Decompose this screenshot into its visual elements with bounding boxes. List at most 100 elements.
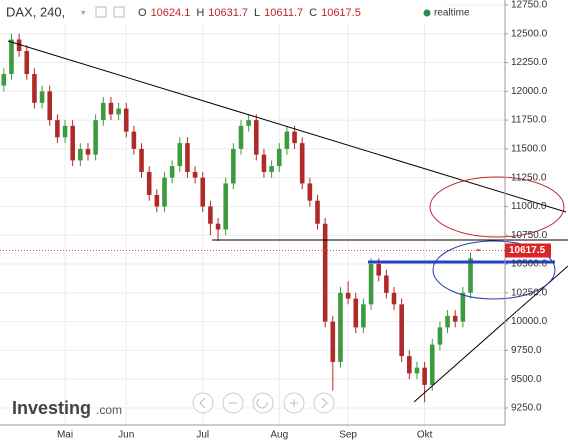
candle-body (100, 102, 106, 121)
y-tick-label: 12000.0 (511, 86, 548, 97)
y-tick-label: 10000.0 (511, 316, 548, 327)
candle-body (47, 91, 53, 121)
candle-body (261, 154, 267, 172)
candle-body (292, 131, 297, 144)
y-tick-label: 11000.0 (511, 201, 547, 212)
logo: Investing (12, 398, 91, 418)
highlight-ellipse (432, 240, 556, 300)
zoom-controls (192, 392, 335, 414)
candle-body (414, 367, 420, 374)
candle-body (307, 183, 313, 201)
x-tick-label: Okt (417, 430, 433, 441)
status-label: realtime (434, 8, 470, 19)
candle-body (78, 148, 83, 161)
candle-body (215, 223, 221, 230)
candle-body (361, 304, 366, 328)
close-button[interactable] (113, 6, 125, 18)
candle-body (452, 315, 458, 322)
candle-body (139, 148, 144, 172)
highlight-ellipse (429, 176, 565, 238)
candle-body (162, 177, 167, 207)
candle-body (475, 249, 481, 251)
candle-body (429, 344, 435, 385)
ohlc-label: O (138, 7, 147, 19)
dropdown-icon[interactable]: ▾ (81, 7, 86, 17)
chart-title: DAX, 240, (6, 4, 65, 19)
candle-body (345, 292, 351, 299)
candle-body (299, 143, 305, 184)
candle-body (39, 91, 45, 103)
candle-body (338, 292, 343, 362)
price-tag (505, 243, 551, 258)
settings-button[interactable] (95, 6, 107, 18)
grid (0, 0, 505, 425)
candles (1, 33, 481, 403)
candle-body (169, 166, 175, 178)
ohlc-value: 10617.5 (321, 7, 361, 19)
scroll-right-button[interactable] (313, 392, 335, 414)
candle-body (315, 200, 320, 224)
y-tick-label: 10500.0 (511, 259, 548, 270)
reset-button[interactable] (252, 392, 274, 414)
candle-body (55, 120, 60, 138)
x-tick-label: Aug (270, 430, 288, 441)
candle-body (200, 177, 206, 207)
candle-body (223, 183, 228, 230)
candle-body (116, 108, 121, 115)
candle-body (376, 264, 382, 276)
y-tick-label: 11750.0 (511, 115, 547, 126)
candle-body (93, 120, 98, 155)
y-tick-label: 12500.0 (511, 28, 548, 39)
candle-body (1, 74, 7, 86)
candle-body (85, 148, 91, 155)
candle-body (322, 223, 328, 322)
candle-body (238, 125, 244, 149)
logo-suffix: .com (96, 403, 122, 417)
candle-body (437, 327, 443, 345)
y-tick-label: 10750.0 (511, 230, 548, 241)
y-tick-label: 12250.0 (511, 57, 548, 68)
candle-body (284, 131, 290, 149)
candle-body (246, 120, 251, 126)
y-tick-label: 11250.0 (511, 172, 547, 183)
candle-body (269, 166, 274, 172)
candle-body (154, 194, 160, 207)
candle-body (330, 321, 336, 362)
candle-body (70, 125, 75, 161)
ohlc-value: 10624.1 (151, 7, 191, 19)
candle-body (146, 171, 152, 195)
y-tick-label: 10250.0 (511, 287, 548, 298)
candle-body (407, 356, 412, 374)
candle-body (131, 131, 137, 149)
candle-body (422, 367, 427, 385)
candle-body (24, 51, 30, 75)
x-tick-label: Sep (339, 430, 357, 441)
candle-body (445, 315, 450, 328)
candle-body (276, 148, 282, 167)
price-tag-label: 10617.5 (509, 245, 546, 256)
y-tick-label: 9250.0 (511, 403, 542, 414)
candle-body (468, 258, 473, 293)
y-tick-label: 9750.0 (511, 345, 542, 356)
x-tick-label: Jul (196, 430, 209, 441)
candle-body (353, 298, 359, 328)
ohlc-label: H (196, 7, 204, 19)
candle-body (62, 125, 68, 138)
ohlc-label: C (309, 7, 317, 19)
candle-body (460, 292, 466, 322)
candle-body (177, 143, 183, 167)
candle-body (9, 39, 14, 75)
candle-body (368, 264, 374, 305)
y-tick-label: 12750.0 (511, 0, 548, 11)
candle-body (185, 143, 190, 172)
y-tick-label: 11500.0 (511, 144, 547, 155)
candle-body (254, 120, 259, 155)
candle-body (123, 108, 129, 132)
control-icons (199, 397, 328, 409)
candle-body (384, 275, 389, 293)
candle-body (32, 74, 37, 103)
candle-body (108, 102, 114, 115)
scroll-left-button[interactable] (192, 392, 214, 414)
